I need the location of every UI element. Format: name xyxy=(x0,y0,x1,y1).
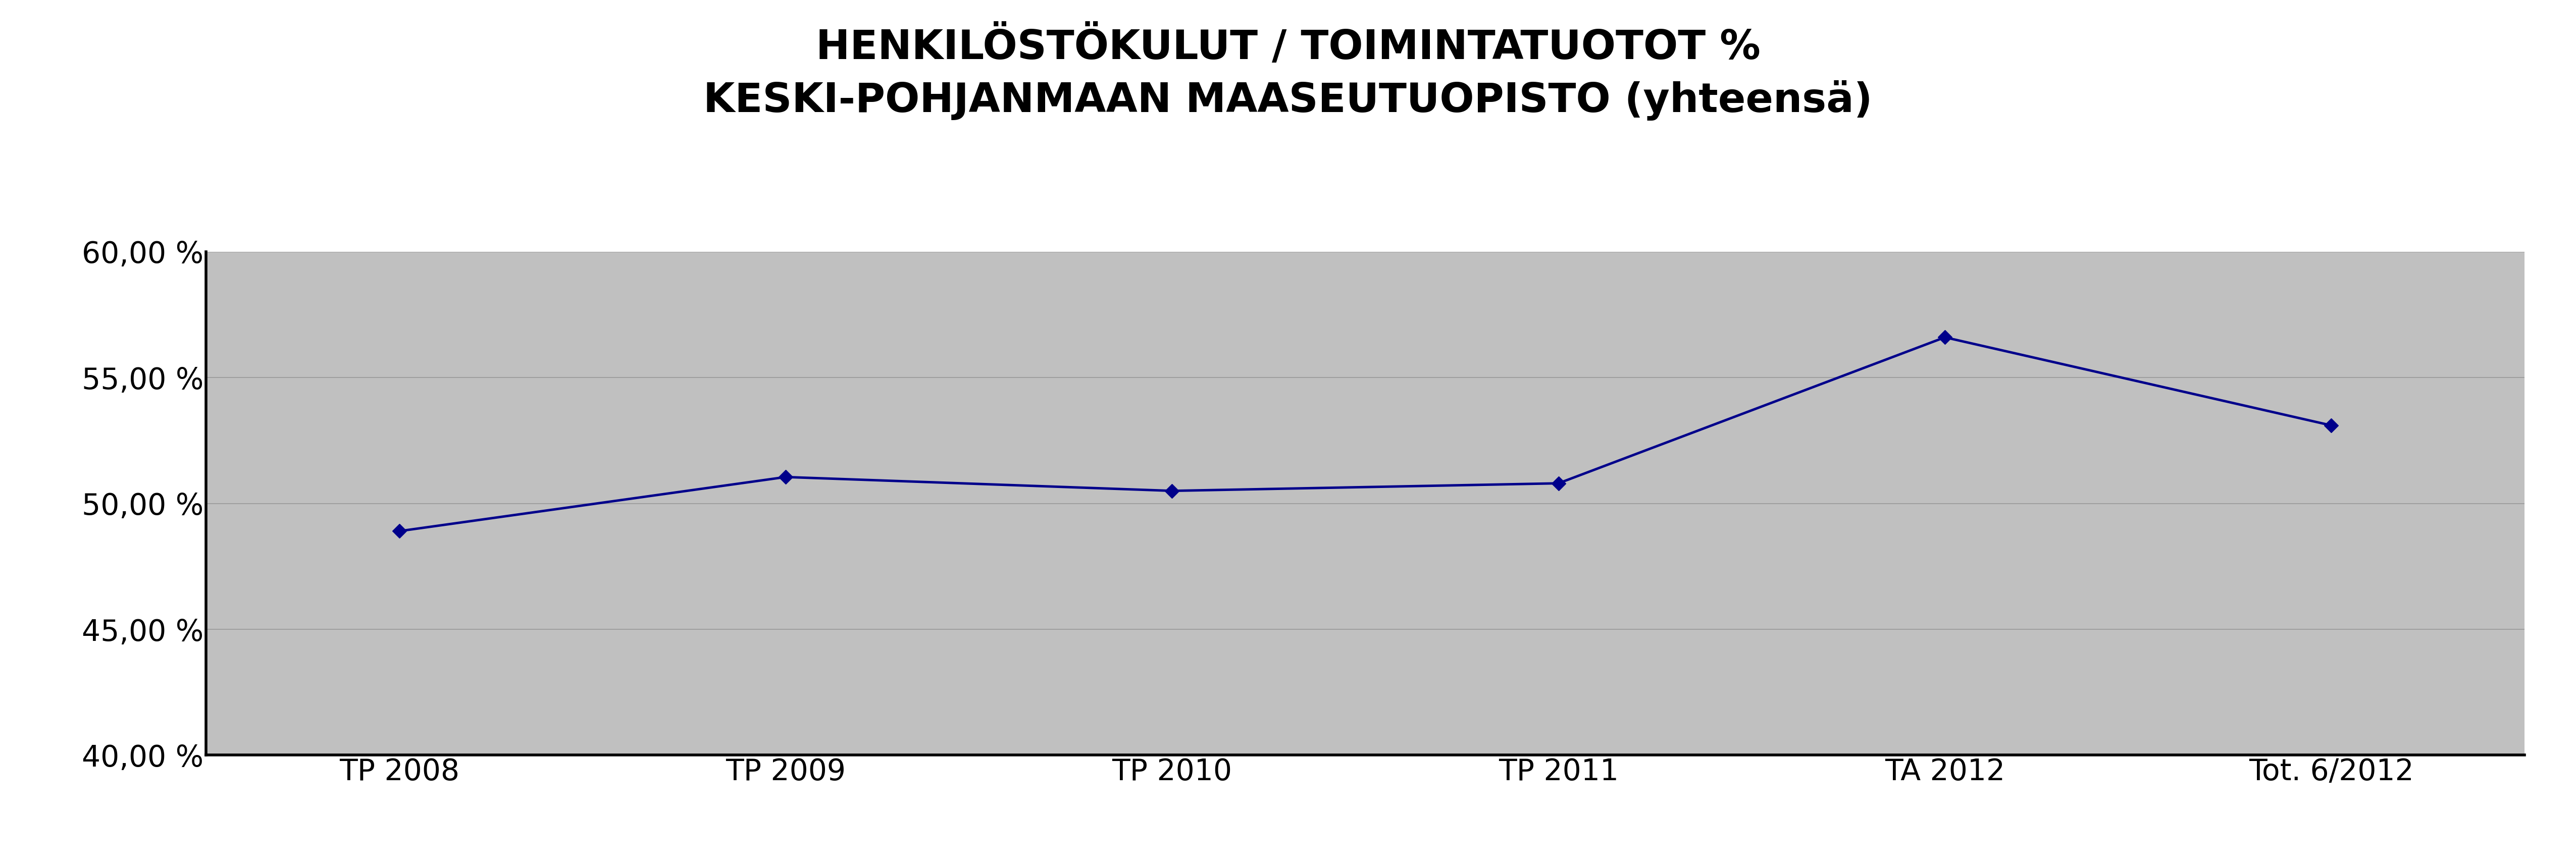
Text: HENKILÖSTÖKULUT / TOIMINTATUOTOT %
KESKI-POHJANMAAN MAASEUTUOPISTO (yhteensä): HENKILÖSTÖKULUT / TOIMINTATUOTOT % KESKI… xyxy=(703,26,1873,121)
